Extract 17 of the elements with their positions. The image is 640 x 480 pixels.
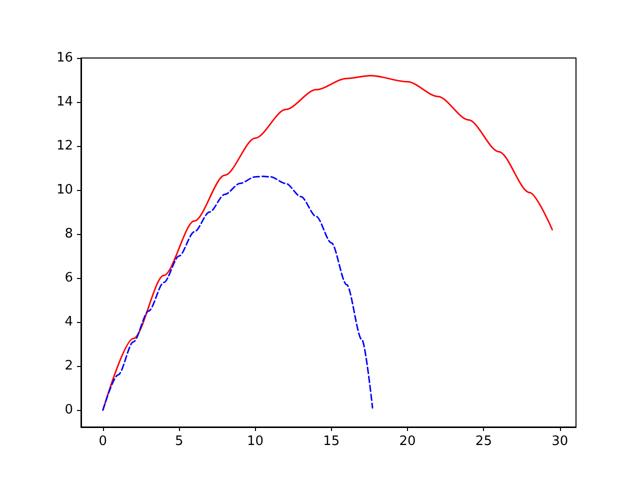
x-tick-label: 30 [552,434,568,449]
x-tick-label: 20 [399,434,416,449]
y-tick-label: 4 [64,314,73,330]
x-tick-label: 15 [323,434,340,449]
y-tick-label: 14 [56,94,73,110]
line-series [102,176,374,411]
y-tick-label: 10 [56,182,73,198]
y-tick-label: 6 [64,270,73,286]
x-tick-label: 10 [246,434,264,449]
x-tick-label: 25 [475,434,492,449]
x-tick-label: 0 [98,434,108,449]
y-tick-label: 0 [64,402,73,418]
y-tick-label: 8 [64,226,73,242]
x-tick-label: 5 [174,434,184,449]
y-tick-label: 16 [56,50,73,66]
y-tick-label: 12 [56,138,73,154]
y-tick-label: 2 [64,358,73,374]
